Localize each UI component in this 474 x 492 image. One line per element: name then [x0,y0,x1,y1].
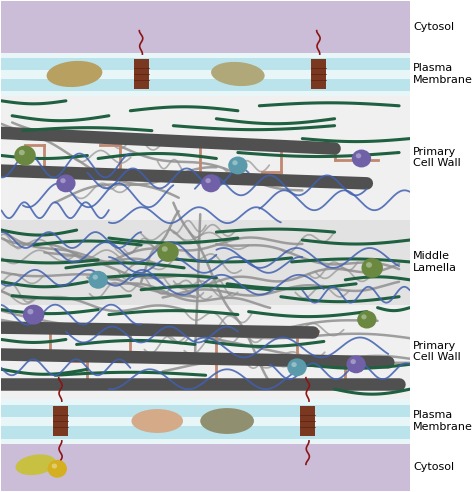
Bar [1,404,410,417]
Bar [300,406,315,436]
Circle shape [357,310,376,329]
Circle shape [356,154,361,158]
Bar [1,444,410,491]
Ellipse shape [131,409,183,433]
Circle shape [366,262,372,268]
Bar [1,58,410,70]
Text: Primary
Cell Wall: Primary Cell Wall [413,147,461,168]
Bar [1,426,410,438]
Circle shape [350,359,356,364]
Bar [1,305,410,399]
Circle shape [346,355,366,373]
Circle shape [205,178,211,183]
Circle shape [60,178,66,183]
Bar [134,59,149,89]
Text: Plasma
Membrane: Plasma Membrane [413,63,473,85]
Circle shape [362,258,383,278]
Bar [311,59,326,89]
Circle shape [92,275,98,279]
Bar [1,79,410,91]
Circle shape [56,174,75,192]
Circle shape [361,314,367,319]
Circle shape [47,460,67,478]
Circle shape [14,146,36,165]
Circle shape [157,242,179,262]
Circle shape [228,156,247,174]
Ellipse shape [211,62,264,86]
Bar [1,220,410,305]
Circle shape [292,362,297,367]
Text: Middle
Lamella: Middle Lamella [413,251,457,273]
Circle shape [52,463,57,468]
Bar [1,96,410,220]
Bar [1,399,410,444]
Bar [53,406,68,436]
Circle shape [89,271,108,289]
Bar [1,53,410,96]
Text: Plasma
Membrane: Plasma Membrane [413,410,473,432]
Ellipse shape [200,408,254,434]
Ellipse shape [46,61,102,87]
Circle shape [23,305,45,325]
Circle shape [162,246,168,252]
Text: Primary
Cell Wall: Primary Cell Wall [413,340,461,362]
Circle shape [19,150,25,155]
Circle shape [27,309,34,314]
Circle shape [287,358,307,376]
Text: Cytosol: Cytosol [413,462,454,472]
Bar [1,1,410,53]
Ellipse shape [16,455,56,475]
Circle shape [201,174,221,192]
Circle shape [232,160,237,165]
Circle shape [352,150,371,167]
Text: Cytosol: Cytosol [413,22,454,32]
